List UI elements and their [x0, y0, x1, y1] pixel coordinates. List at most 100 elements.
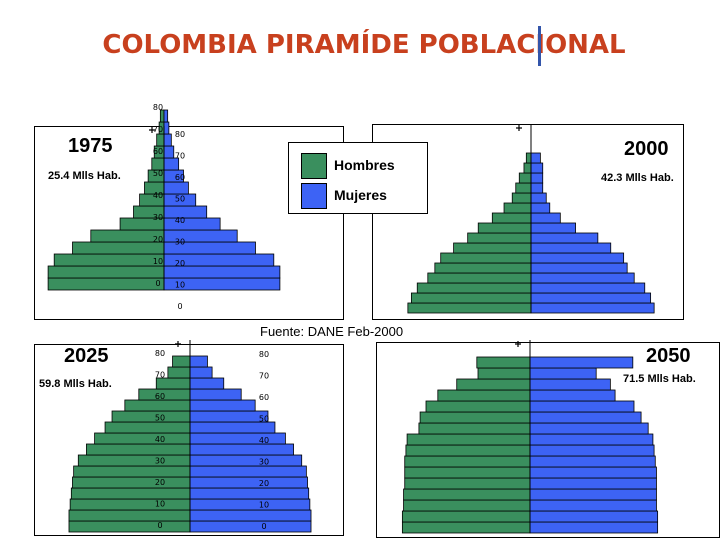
bar-hombres-2000-12: [515, 182, 532, 194]
bar-mujeres-1975-12: [163, 133, 172, 147]
year-label-1975: 1975: [68, 135, 113, 157]
bar-hombres-2000-8: [477, 222, 532, 234]
age-tick-2000-50: 50: [175, 195, 185, 204]
age-tick-1975-60: 60: [153, 147, 163, 156]
bar-mujeres-2025-5: [189, 465, 307, 478]
bar-mujeres-2025-3: [189, 487, 310, 500]
legend-label-mujeres: Mujeres: [334, 187, 387, 203]
bar-mujeres-2050-4: [529, 477, 657, 490]
bar-hombres-2000-14: [523, 162, 532, 174]
bar-hombres-2050-1: [401, 510, 531, 523]
age-tick-2025-0: 0: [157, 521, 162, 530]
bar-mujeres-2025-15: [189, 355, 208, 368]
bar-hombres-2050-7: [405, 444, 531, 457]
pyramid-chart-1975: 0 10 20 30 40 50 60 70 80: [47, 103, 281, 291]
bar-hombres-2000-3: [427, 272, 532, 284]
bar-hombres-2050-8: [406, 433, 531, 446]
age-tick-1975-20: 20: [153, 235, 163, 244]
legend-swatch-hombres: [301, 153, 327, 179]
bar-hombres-2000-5: [440, 252, 532, 264]
bar-mujeres-1975-5: [163, 217, 221, 231]
bar-hombres-2050-6: [404, 455, 531, 468]
bar-mujeres-1975-13: [163, 121, 170, 135]
bar-mujeres-2050-5: [529, 466, 657, 479]
bar-mujeres-2025-1: [189, 509, 312, 522]
age-tick-2025-80: 80: [155, 349, 165, 358]
bar-hombres-2050-4: [404, 477, 531, 490]
bar-hombres-2025-6: [77, 454, 191, 467]
bar-hombres-2050-15: [476, 356, 531, 369]
page-title: COLOMBIA PIRAMÍDE POBLACIONAL: [102, 30, 626, 60]
bar-mujeres-2050-6: [529, 455, 656, 468]
bar-hombres-2025-11: [124, 399, 191, 412]
bar-mujeres-2025-7: [189, 443, 294, 456]
bar-hombres-2025-14: [167, 366, 191, 379]
bar-hombres-2050-10: [419, 411, 531, 424]
pyramid-chart-2050: 0 10 20 30 40 50 60 70 80: [259, 340, 659, 534]
age-tick-2000-70: 70: [175, 152, 185, 161]
age-tick-2000-80: 80: [175, 130, 185, 139]
bar-hombres-2050-5: [404, 466, 531, 479]
bar-mujeres-2000-6: [530, 242, 612, 254]
bar-hombres-2000-13: [518, 172, 532, 184]
bar-mujeres-2000-1: [530, 292, 652, 304]
bar-mujeres-2025-11: [189, 399, 256, 412]
age-tick-1975-40: 40: [153, 191, 163, 200]
bar-mujeres-2000-13: [530, 172, 544, 184]
plus-marker-2000: [516, 125, 522, 131]
age-tick-2025-30: 30: [155, 457, 165, 466]
bar-mujeres-1975-8: [163, 181, 189, 195]
age-tick-1975-0: 0: [155, 279, 160, 288]
bar-hombres-2050-3: [403, 488, 531, 501]
bar-mujeres-2025-9: [189, 421, 276, 434]
bar-mujeres-2000-14: [530, 162, 544, 174]
bar-hombres-2025-0: [68, 520, 191, 533]
bar-mujeres-2000-8: [530, 222, 576, 234]
age-tick-2025-60: 60: [155, 392, 165, 401]
bar-mujeres-2050-8: [529, 433, 654, 446]
bar-hombres-2000-1: [410, 292, 532, 304]
bar-mujeres-2025-13: [189, 377, 225, 390]
bar-hombres-2000-2: [416, 282, 532, 294]
age-tick-2050-0: 0: [261, 522, 266, 531]
bar-hombres-2000-4: [434, 262, 532, 274]
age-tick-2050-10: 10: [259, 501, 269, 510]
text-cursor: [538, 26, 541, 66]
population-label-2025: 59.8 Mlls Hab.: [39, 378, 112, 390]
bar-hombres-2050-14: [477, 367, 531, 380]
bar-mujeres-2025-6: [189, 454, 303, 467]
bar-hombres-2025-10: [111, 410, 191, 423]
plus-marker-2050: [515, 341, 521, 347]
age-tick-2000-30: 30: [175, 238, 185, 247]
bar-mujeres-2025-4: [189, 476, 308, 489]
bar-hombres-1975-12: [156, 133, 165, 147]
plus-marker-1975: [149, 127, 155, 133]
bar-hombres-2050-2: [403, 499, 531, 512]
age-tick-2025-10: 10: [155, 500, 165, 509]
age-tick-1975-30: 30: [153, 213, 163, 222]
pyramid-chart-2025: 0 10 20 30 40 50 60 70 80: [68, 340, 312, 533]
bar-hombres-2000-15: [525, 152, 532, 164]
bar-mujeres-2050-11: [529, 400, 635, 413]
age-tick-2025-20: 20: [155, 478, 165, 487]
age-tick-2000-0: 0: [177, 302, 182, 311]
year-label-2025: 2025: [64, 345, 109, 367]
bar-mujeres-2025-10: [189, 410, 269, 423]
bar-hombres-2000-10: [503, 202, 532, 214]
bar-hombres-2025-1: [68, 509, 191, 522]
bar-mujeres-2000-11: [530, 192, 547, 204]
bar-mujeres-2050-14: [529, 367, 597, 380]
age-tick-1975-10: 10: [153, 257, 163, 266]
bar-mujeres-2025-2: [189, 498, 311, 511]
bar-hombres-1975-2: [53, 253, 165, 267]
age-tick-2050-50: 50: [259, 415, 269, 424]
bar-mujeres-2050-0: [529, 521, 659, 534]
bar-mujeres-2025-12: [189, 388, 242, 401]
bar-hombres-2050-11: [425, 400, 531, 413]
bar-hombres-2050-12: [437, 389, 531, 402]
age-tick-2050-20: 20: [259, 479, 269, 488]
bar-hombres-2000-9: [491, 212, 532, 224]
bar-hombres-2000-6: [453, 242, 532, 254]
age-tick-2000-10: 10: [175, 281, 185, 290]
bar-mujeres-2050-12: [529, 389, 616, 402]
